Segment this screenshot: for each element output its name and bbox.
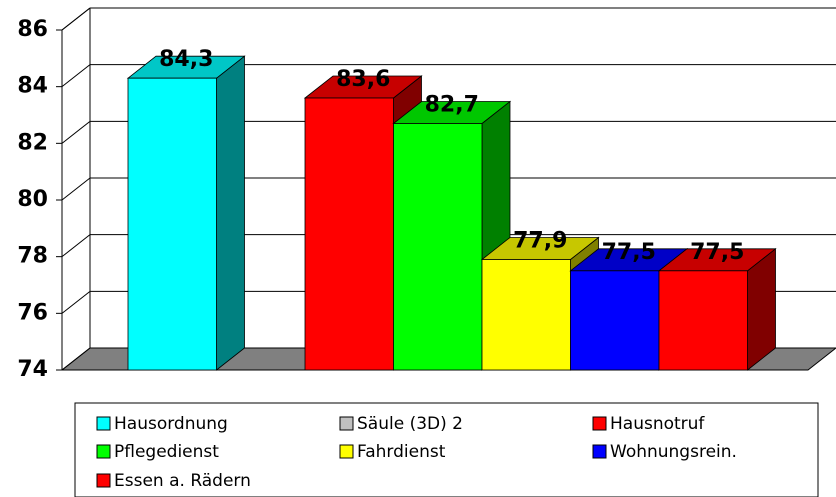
legend-label: Essen a. Rädern (114, 471, 251, 491)
data-label: 82,7 (425, 93, 479, 118)
bar (570, 270, 660, 371)
data-label: 77,5 (690, 240, 744, 265)
grid-line (61, 177, 91, 201)
y-tick-label: 80 (17, 187, 48, 212)
y-tick-label: 82 (17, 130, 48, 155)
legend-label: Wohnungsrein. (610, 442, 737, 462)
bar-side (216, 55, 245, 371)
y-tick-label: 74 (17, 357, 48, 382)
data-label: 84,3 (159, 47, 213, 72)
legend-swatch (339, 444, 354, 459)
grid-line (61, 120, 91, 144)
bar (481, 259, 571, 371)
legend-label: Fahrdienst (357, 442, 446, 462)
bar (304, 97, 394, 371)
bar (393, 123, 483, 371)
bar (127, 77, 217, 371)
y-tick-label: 76 (17, 300, 48, 325)
y-tick-label: 86 (17, 17, 48, 42)
legend-swatch (339, 416, 354, 431)
bar (658, 270, 748, 371)
legend-label: Pflegedienst (114, 442, 219, 462)
legend-swatch (96, 473, 111, 488)
legend-swatch (592, 444, 607, 459)
legend-swatch (96, 416, 111, 431)
grid-line (61, 7, 91, 31)
data-label: 77,5 (602, 240, 656, 265)
y-tick-label: 78 (17, 244, 48, 269)
data-label: 83,6 (336, 67, 390, 92)
grid-line (61, 290, 91, 314)
legend-label: Hausnotruf (610, 414, 705, 434)
grid-line (61, 64, 91, 88)
legend-label: Hausordnung (114, 414, 228, 434)
y-tick-label: 84 (17, 74, 48, 99)
legend-swatch (96, 444, 111, 459)
grid-line (61, 234, 91, 258)
legend-label: Säule (3D) 2 (357, 414, 463, 434)
grid-line (61, 347, 91, 371)
legend-swatch (592, 416, 607, 431)
data-label: 77,9 (513, 229, 567, 254)
legend-box (74, 402, 819, 497)
